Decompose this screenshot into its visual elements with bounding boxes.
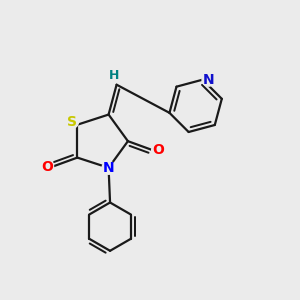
Text: N: N bbox=[103, 161, 114, 175]
Text: S: S bbox=[67, 115, 77, 129]
Text: O: O bbox=[41, 160, 53, 174]
Circle shape bbox=[102, 161, 115, 174]
Circle shape bbox=[65, 115, 79, 128]
Circle shape bbox=[152, 144, 165, 157]
Text: N: N bbox=[203, 73, 214, 87]
Circle shape bbox=[108, 70, 119, 81]
Text: O: O bbox=[152, 143, 164, 157]
Circle shape bbox=[40, 160, 54, 173]
Text: H: H bbox=[109, 69, 119, 82]
Circle shape bbox=[202, 73, 215, 86]
